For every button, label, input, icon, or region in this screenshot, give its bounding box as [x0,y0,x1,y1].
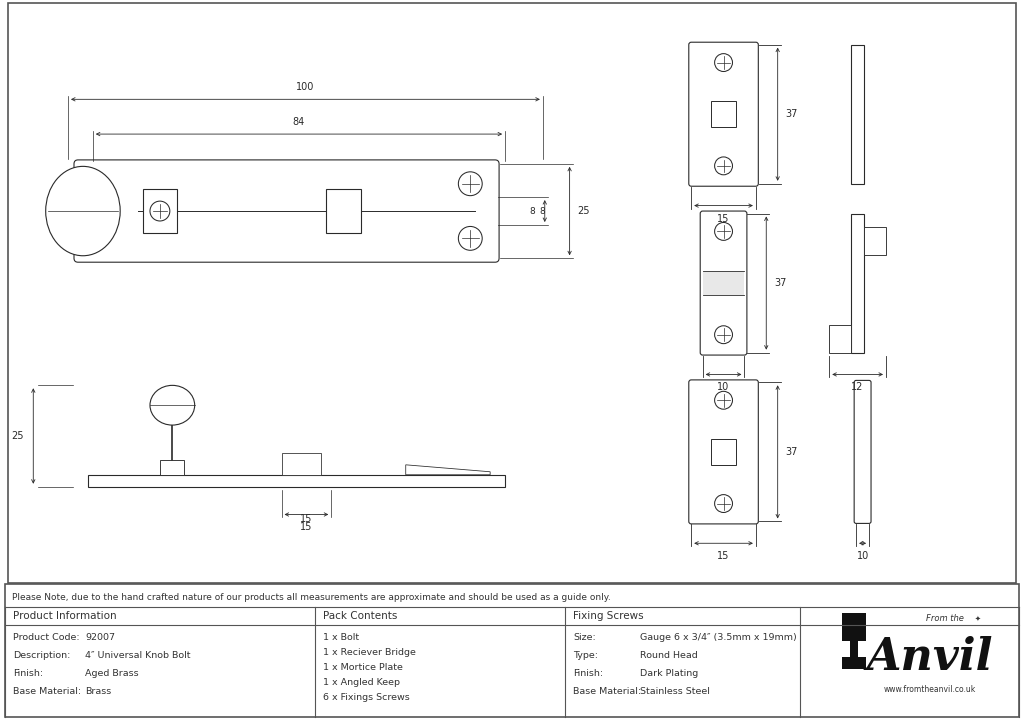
Bar [829,325,851,352]
Bar [842,613,865,641]
Ellipse shape [46,166,120,256]
Text: Product Code:: Product Code: [13,633,80,642]
Text: Base Material:: Base Material: [13,687,81,695]
Polygon shape [406,464,490,475]
Text: Pack Contents: Pack Contents [323,611,397,621]
Text: 37: 37 [774,278,786,288]
Text: 10: 10 [856,551,868,562]
Text: 25: 25 [11,431,24,441]
Text: 10: 10 [718,383,730,393]
Text: Description:: Description: [13,651,71,659]
Text: Size:: Size: [573,633,596,642]
Text: 15: 15 [300,514,312,524]
Text: 100: 100 [296,83,314,92]
Text: 12: 12 [851,383,864,393]
Text: Aged Brass: Aged Brass [85,669,138,677]
Bar [850,639,857,659]
Text: 1 x Mortice Plate: 1 x Mortice Plate [323,663,402,672]
Text: 15: 15 [718,214,730,224]
Bar [711,101,736,127]
Bar [327,188,361,234]
Text: 15: 15 [300,523,312,533]
Ellipse shape [150,385,195,425]
Circle shape [715,326,732,344]
Text: 1 x Angled Keep: 1 x Angled Keep [323,677,400,687]
Text: Fixing Screws: Fixing Screws [573,611,644,621]
Text: 8: 8 [540,206,546,216]
Text: 37: 37 [785,447,798,457]
Text: Base Material:: Base Material: [573,687,641,695]
FancyBboxPatch shape [700,211,746,355]
Text: 84: 84 [293,117,305,127]
Text: 25: 25 [578,206,590,216]
Text: 37: 37 [785,109,798,119]
Bar [851,214,864,352]
Bar [142,188,177,234]
Circle shape [459,172,482,196]
Text: 1 x Reciever Bridge: 1 x Reciever Bridge [323,648,416,656]
Text: 15: 15 [718,551,730,562]
Bar [864,227,886,255]
Circle shape [715,391,732,409]
Text: Type:: Type: [573,651,598,659]
Text: Round Head: Round Head [640,651,697,659]
Text: Gauge 6 x 3/4″ (3.5mm x 19mm): Gauge 6 x 3/4″ (3.5mm x 19mm) [640,633,797,642]
FancyBboxPatch shape [689,42,759,186]
Circle shape [715,222,732,240]
Text: ✦: ✦ [975,615,980,621]
Text: From the: From the [926,614,964,623]
Bar [851,45,864,184]
Bar [702,271,744,295]
Bar [842,657,865,669]
Text: 4″ Universal Knob Bolt: 4″ Universal Knob Bolt [85,651,190,659]
FancyBboxPatch shape [689,380,759,524]
Circle shape [715,157,732,175]
Circle shape [715,54,732,71]
Text: 8: 8 [529,206,535,216]
Text: 92007: 92007 [85,633,115,642]
Text: Brass: Brass [85,687,112,695]
Text: Stainless Steel: Stainless Steel [640,687,710,695]
Bar [711,439,736,464]
Bar [88,475,505,487]
FancyBboxPatch shape [854,380,871,523]
Circle shape [715,495,732,513]
Bar [282,453,322,475]
Text: Dark Plating: Dark Plating [640,669,698,677]
Circle shape [150,201,170,221]
Circle shape [459,226,482,250]
Text: Finish:: Finish: [573,669,603,677]
Text: 6 x Fixings Screws: 6 x Fixings Screws [323,692,410,702]
Bar [161,460,184,475]
Text: 1 x Bolt: 1 x Bolt [323,633,359,642]
Text: Please Note, due to the hand crafted nature of our products all measurements are: Please Note, due to the hand crafted nat… [12,593,610,603]
Text: Anvil: Anvil [866,636,992,679]
Text: Finish:: Finish: [13,669,43,677]
Text: Product Information: Product Information [13,611,117,621]
FancyBboxPatch shape [74,160,499,262]
Text: www.fromtheanvil.co.uk: www.fromtheanvil.co.uk [884,684,976,694]
